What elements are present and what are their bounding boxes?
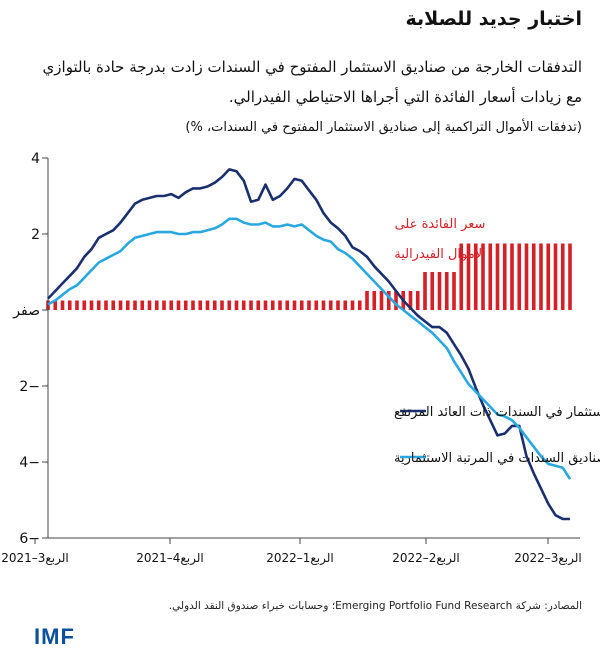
fed-rate-bar [473,243,478,310]
fed-rate-bar [299,300,304,310]
fed-rate-bar [169,300,174,310]
fed-rate-bar [249,300,253,310]
fed-rate-bar [314,300,319,310]
fed-rate-bar [140,300,145,310]
y-tick-label: صفر [12,303,40,319]
fed-rate-bar [372,291,377,310]
fed-rate-bar [270,300,275,310]
fed-rate-bar [357,300,362,310]
fed-rate-bar [546,243,551,310]
fed-rate-bar [517,243,522,310]
fed-rate-bar [60,300,65,310]
source-note: المصادر: شركة Emerging Portfolio Fund Re… [168,600,582,612]
fed-rate-bar [394,291,398,310]
x-tick-label: الربع4–2021 [136,551,204,566]
fed-rate-bar [278,300,282,310]
fed-rate-bar [386,291,391,310]
fed-rate-bar [104,300,108,310]
fed-rate-bar [437,272,442,310]
fed-rate-annotation-line: سعر الفائدة على [395,217,486,232]
fed-rate-bar [53,300,58,310]
fed-rate-bar [111,300,116,310]
y-tick-label: 2 [31,227,40,243]
fed-rate-bar [531,243,536,310]
fed-rate-bar [568,243,572,310]
fed-rate-bar [285,300,290,310]
fed-rate-bar [495,243,500,310]
fed-rate-bar [307,300,311,310]
fed-rate-bar [524,243,529,310]
fed-rate-bar [379,291,384,310]
fed-rate-bar [459,243,464,310]
fed-rate-annotation-line: الأموال الفيدرالية [394,245,486,262]
series-line [47,168,570,521]
fed-rate-bar [96,300,101,310]
fed-rate-bar [256,300,261,310]
fed-rate-bar [82,300,87,310]
fed-rate-bar [488,243,493,310]
fed-rate-bar [430,272,435,310]
fed-rate-bar [408,291,413,310]
fed-rate-bar [118,300,123,310]
fed-rate-bar [75,300,79,310]
fed-rate-bar [205,300,210,310]
fed-rate-bar [89,300,94,310]
fed-rate-bar [292,300,297,310]
fed-rate-bar [220,300,224,310]
fed-rate-bar [183,300,188,310]
fed-rate-bar [343,300,348,310]
fed-rate-bar [415,291,420,310]
fed-rate-bar [452,272,456,310]
fed-rate-annotation: سعر الفائدة على الأموال الفيدرالية [394,217,486,262]
fed-rate-bar [336,300,340,310]
axes: 4 2 صفر 2− 4− 6− الربع3–2021 الربع4–2021 الربع1–… [1,151,582,566]
fed-rate-bar [350,300,355,310]
y-tick-label: 4 [31,151,40,167]
fed-rate-bars [46,243,572,310]
x-tick-label: الربع3–2022 [514,551,582,566]
fed-rate-bar [328,300,333,310]
fed-rate-bar [539,243,543,310]
fed-rate-bar [176,300,181,310]
x-tick-label: الربع1–2022 [266,551,334,566]
fed-rate-bar [234,300,239,310]
fed-rate-bar [133,300,137,310]
fed-rate-bar [553,243,558,310]
fed-rate-bar [227,300,232,310]
legend-label: صناديق الاستثمار في السندات ذات العائد ا… [394,405,600,420]
fed-rate-bar [466,243,471,310]
y-tick-label: 4− [19,455,40,471]
fed-rate-bar [444,272,449,310]
x-tick-label: الربع2–2022 [392,551,460,566]
fed-rate-bar [125,300,130,310]
fed-rate-bar [191,300,195,310]
fed-rate-bar [198,300,203,310]
fed-rate-bar [423,272,427,310]
fed-rate-bar [147,300,152,310]
fed-rate-bar [365,291,369,310]
fed-rate-bar [510,243,514,310]
y-tick-label: 2− [19,379,40,395]
fed-rate-bar [560,243,565,310]
fed-rate-bar [481,243,485,310]
fed-rate-bar [321,300,326,310]
fed-rate-bar [241,300,246,310]
fed-rate-bar [502,243,507,310]
legend-label: صناديق السندات في المرتبة الاستثمارية [394,451,600,466]
chart-area: 4 2 صفر 2− 4− 6− الربع3–2021 الربع4–2021 الربع1–… [1,151,600,566]
fed-rate-bar [263,300,268,310]
unit-note: (تدفقات الأموال التراكمية إلى صناديق الا… [185,120,582,135]
chart-subtitle: التدفقات الخارجة من صناديق الاستثمار الم… [42,58,582,106]
fed-rate-bar [154,300,159,310]
series-line [47,217,572,480]
x-tick-label: الربع3–2021 [1,551,69,566]
fed-rate-bar [67,300,72,310]
imf-logo: IMF [34,624,75,649]
y-tick-label: 6− [19,531,40,547]
series-lines [47,168,572,521]
fed-rate-bar [212,300,217,310]
fed-rate-bar [162,300,166,310]
legend: صناديق الاستثمار في السندات ذات العائد ا… [394,405,600,466]
chart-title: اختبار جديد للصلابة [405,8,583,30]
